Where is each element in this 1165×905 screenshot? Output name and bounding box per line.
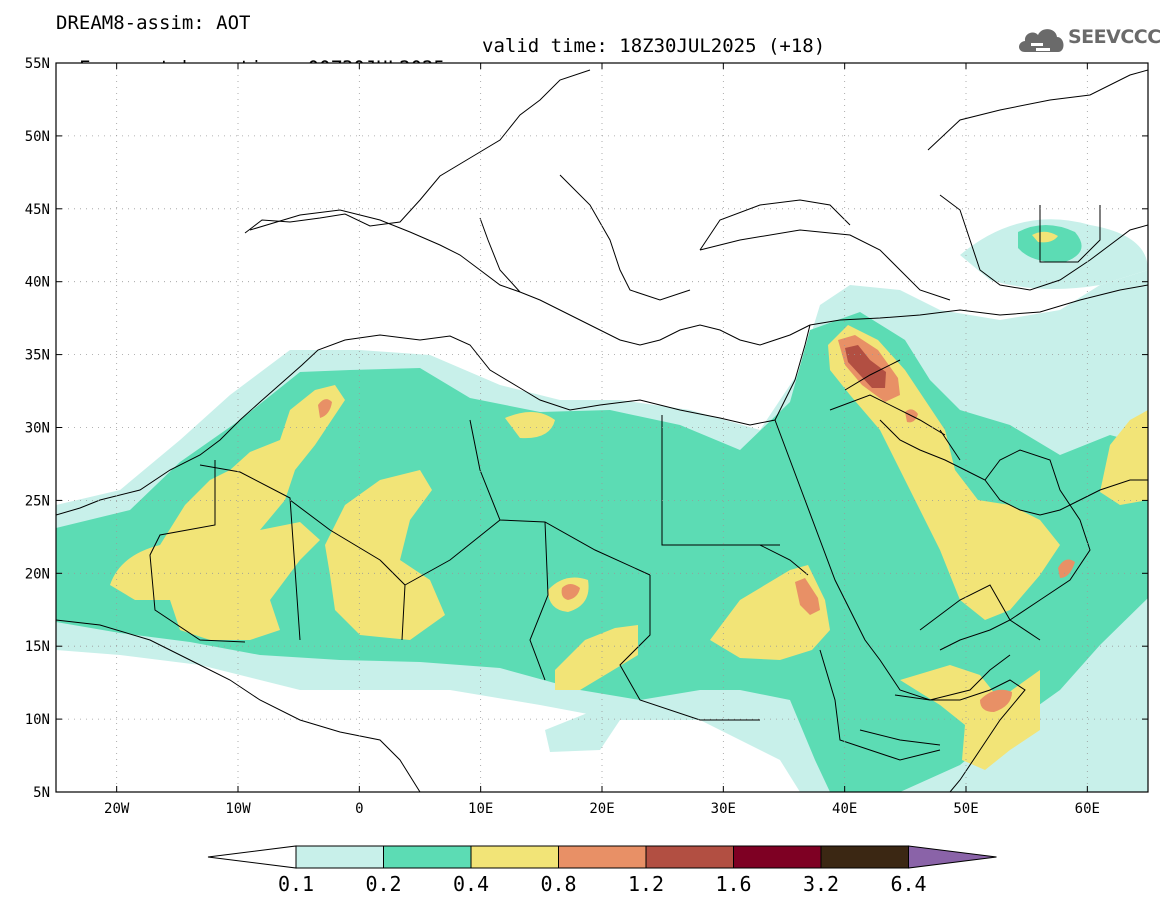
lat-label: 5N bbox=[33, 785, 50, 801]
legend-label: 6.4 bbox=[890, 872, 926, 896]
legend-label: 0.1 bbox=[278, 872, 314, 896]
legend-swatch bbox=[820, 845, 909, 869]
lat-label: 55N bbox=[25, 56, 50, 72]
axis-ticks bbox=[56, 62, 1148, 793]
legend-label: 0.2 bbox=[365, 872, 401, 896]
lat-label: 10N bbox=[25, 712, 50, 728]
lon-label: 0 bbox=[355, 801, 363, 817]
lon-label: 20W bbox=[104, 801, 130, 817]
logo-text: SEEVCCC bbox=[1068, 26, 1161, 48]
lon-label: 40E bbox=[832, 801, 857, 817]
aot-shade-0.4 bbox=[110, 231, 1148, 770]
lat-label: 25N bbox=[25, 493, 50, 509]
legend-label: 1.6 bbox=[715, 872, 751, 896]
legend-label: 0.4 bbox=[453, 872, 489, 896]
lat-label: 15N bbox=[25, 639, 50, 655]
aot-shade-1.2 bbox=[845, 345, 886, 388]
lon-label: 20E bbox=[589, 801, 614, 817]
lat-label: 40N bbox=[25, 275, 50, 291]
legend-swatch bbox=[733, 845, 822, 869]
lat-label: 35N bbox=[25, 348, 50, 364]
legend-over-arrow bbox=[908, 845, 997, 869]
lat-label: 20N bbox=[25, 566, 50, 582]
legend-swatch bbox=[295, 845, 384, 869]
lon-label: 50E bbox=[953, 801, 978, 817]
lon-label: 30E bbox=[711, 801, 736, 817]
cloud-icon bbox=[1019, 29, 1064, 52]
legend-swatch bbox=[558, 845, 647, 869]
graticule bbox=[56, 63, 1148, 792]
legend-under-arrow bbox=[207, 845, 297, 869]
longitude-labels: 20W 10W 0 10E 20E 30E 40E 50E 60E bbox=[104, 801, 1100, 817]
coastlines-borders bbox=[56, 69, 1148, 792]
legend-swatch bbox=[470, 845, 559, 869]
map-title: DREAM8-assim: AOT bbox=[56, 12, 251, 34]
lat-label: 30N bbox=[25, 421, 50, 437]
legend-label: 0.8 bbox=[540, 872, 576, 896]
legend-label: 3.2 bbox=[803, 872, 839, 896]
legend-swatch bbox=[383, 845, 472, 869]
legend-swatch bbox=[645, 845, 734, 869]
valid-time: valid time: 18Z30JUL2025 (+18) bbox=[482, 35, 826, 57]
aot-legend: 0.1 0.2 0.4 0.8 1.2 1.6 3.2 6.4 bbox=[207, 845, 997, 896]
lon-label: 10E bbox=[468, 801, 493, 817]
legend-label: 1.2 bbox=[628, 872, 664, 896]
latitude-labels: 55N 50N 45N 40N 35N 30N 25N 20N 15N 10N 5N bbox=[25, 56, 50, 801]
lon-label: 10W bbox=[225, 801, 251, 817]
seevccc-logo: SEEVCCC bbox=[1016, 22, 1161, 58]
lat-label: 45N bbox=[25, 202, 50, 218]
lat-label: 50N bbox=[25, 129, 50, 145]
lon-label: 60E bbox=[1075, 801, 1100, 817]
